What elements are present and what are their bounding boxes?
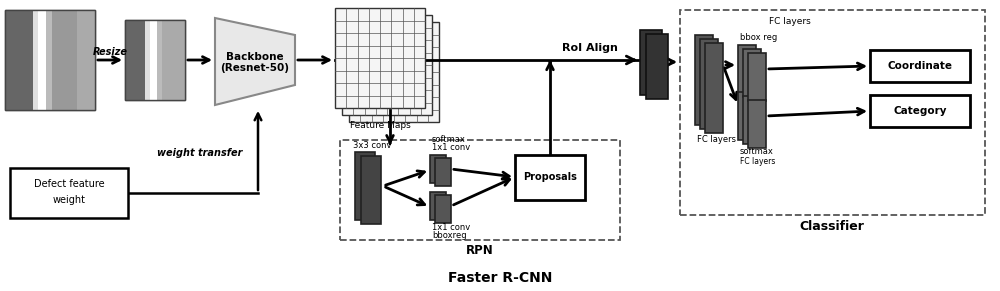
Bar — [335, 8, 425, 108]
Text: Defect feature: Defect feature — [34, 179, 104, 189]
Bar — [430, 192, 446, 220]
Text: RPN: RPN — [466, 244, 494, 256]
Bar — [430, 155, 446, 183]
Text: Proposals: Proposals — [523, 172, 577, 182]
Text: bbox reg: bbox reg — [740, 33, 777, 42]
Text: FC layers: FC layers — [697, 136, 736, 145]
Bar — [125, 20, 185, 100]
Bar — [435, 158, 451, 186]
Bar — [748, 100, 766, 148]
Bar — [162, 20, 185, 100]
Text: softmax: softmax — [740, 148, 774, 157]
Bar — [10, 168, 128, 218]
Bar — [748, 53, 766, 101]
Text: Category: Category — [893, 106, 947, 116]
Bar — [342, 15, 432, 115]
Text: Faster R-CNN: Faster R-CNN — [448, 271, 552, 285]
Bar — [340, 140, 620, 240]
Bar — [515, 155, 585, 200]
Bar — [695, 35, 713, 125]
Text: FC layers: FC layers — [740, 157, 775, 166]
Text: Backbone: Backbone — [226, 52, 284, 62]
Text: FC layers: FC layers — [769, 17, 811, 26]
Bar — [5, 10, 95, 110]
Bar — [5, 10, 33, 110]
Bar — [150, 20, 157, 100]
Text: Classifier: Classifier — [800, 221, 864, 233]
Bar — [33, 10, 38, 110]
Bar — [738, 92, 756, 140]
Bar — [52, 10, 77, 110]
Bar — [125, 20, 185, 100]
Bar — [145, 20, 150, 100]
Text: Resize: Resize — [92, 47, 128, 57]
Bar — [5, 10, 95, 110]
Text: (Resnet-50): (Resnet-50) — [220, 63, 290, 73]
Text: 1x1 conv: 1x1 conv — [432, 143, 470, 152]
Text: softmax: softmax — [432, 134, 466, 143]
Bar — [349, 22, 439, 122]
Text: weight transfer: weight transfer — [157, 148, 243, 158]
Bar — [157, 20, 162, 100]
Bar — [700, 39, 718, 129]
Text: bboxreg: bboxreg — [432, 232, 467, 240]
Text: 1x1 conv: 1x1 conv — [432, 223, 470, 232]
Text: Feature Maps: Feature Maps — [350, 120, 411, 129]
Text: RoI Align: RoI Align — [562, 43, 618, 53]
Text: weight: weight — [52, 195, 86, 205]
Bar — [743, 96, 761, 144]
Bar — [46, 10, 52, 110]
Bar — [355, 152, 375, 220]
Bar — [743, 49, 761, 97]
Bar — [38, 10, 46, 110]
Bar — [870, 95, 970, 127]
Bar — [646, 34, 668, 99]
Bar — [680, 10, 985, 215]
Text: 3x3 conv: 3x3 conv — [353, 141, 392, 150]
Bar — [705, 43, 723, 133]
Bar — [640, 30, 662, 95]
Text: Coordinate: Coordinate — [888, 61, 952, 71]
Bar — [361, 156, 381, 224]
Polygon shape — [215, 18, 295, 105]
Bar — [738, 45, 756, 93]
Bar — [125, 20, 145, 100]
Bar — [870, 50, 970, 82]
Bar — [77, 10, 95, 110]
Bar — [435, 195, 451, 223]
